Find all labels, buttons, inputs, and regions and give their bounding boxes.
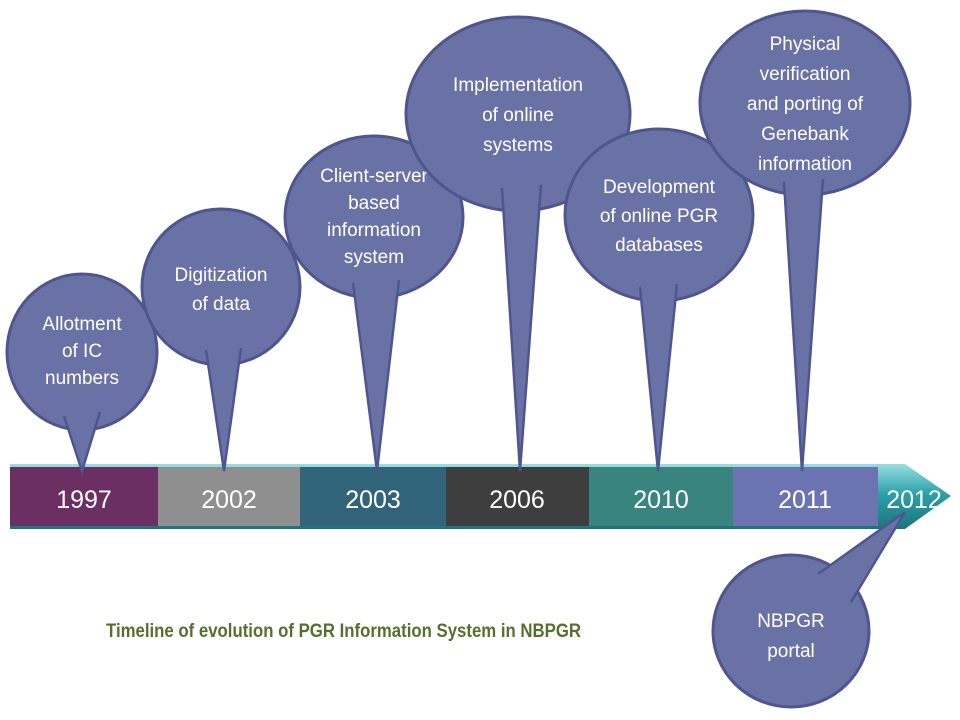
bubble-text-line: verification — [760, 64, 851, 85]
bubble-tail-pointer — [817, 510, 907, 603]
bubble-text-line: and porting of — [747, 94, 864, 115]
bubble-tail-pointer — [500, 184, 543, 472]
bubble-text-line: Allotment — [42, 314, 122, 335]
diagram-caption: Timeline of evolution of PGR Information… — [106, 621, 581, 642]
year-label-2011: 2011 — [778, 486, 832, 514]
bubble-text-line: Genebank — [761, 124, 849, 145]
bubble-text-line: system — [344, 247, 404, 268]
bubble-text-line: information — [327, 220, 421, 241]
bubble-text-line: systems — [483, 135, 553, 156]
year-label-2006: 2006 — [489, 486, 545, 514]
callout-bubble-physical-verification-genebank: Physical verification and porting of Gen… — [698, 9, 912, 472]
year-label-1997: 1997 — [56, 486, 112, 514]
bubble-text-line: NBPGR — [757, 611, 825, 632]
callout-bubble-nbpgr-portal: NBPGR portal — [711, 510, 907, 709]
timeline-segment-2003 — [300, 467, 446, 526]
bubble-tail-pointer — [351, 279, 401, 472]
bubble-text-line: information — [758, 154, 852, 175]
bubble-tail-pointer — [782, 178, 825, 472]
bubble-circle — [140, 207, 302, 367]
bubble-tail-pointer — [204, 347, 243, 472]
bubble-text-line: Development — [603, 177, 716, 198]
timeline-segment-2010 — [589, 467, 733, 526]
year-label-2002: 2002 — [201, 486, 257, 514]
year-label-2003: 2003 — [345, 486, 401, 514]
year-label-2012: 2012 — [886, 486, 942, 514]
bubble-text-line: numbers — [45, 368, 119, 389]
bubble-text-line: Implementation — [453, 75, 583, 96]
timeline-segment-2002 — [158, 467, 300, 526]
bubble-text-line: Physical — [770, 34, 841, 55]
bubble-text-line: of online PGR — [600, 206, 718, 227]
callout-bubble-client-server-system: Client-server based information system — [283, 134, 465, 472]
bubble-text-line: of online — [482, 105, 554, 126]
bubble-text-line: Client-server — [320, 166, 428, 187]
timeline-segment-2006 — [446, 467, 589, 526]
bubble-tail-pointer — [638, 283, 679, 472]
bubble-circle — [711, 553, 871, 709]
timeline-segment-1997 — [10, 467, 158, 526]
callout-bubble-online-pgr-databases: Development of online PGR databases — [563, 127, 755, 472]
callout-bubble-implementation-online-systems: Implementation of online systems — [404, 15, 632, 472]
bubble-tail-pointer — [62, 411, 102, 476]
bubble-text-line: of IC — [62, 341, 102, 362]
callout-bubble-digitization-of-data: Digitization of data — [140, 207, 302, 472]
year-label-2010: 2010 — [633, 486, 689, 514]
bubble-text-line: of data — [192, 294, 251, 315]
bubble-text-line: based — [348, 193, 400, 214]
callout-bubble-allotment-of-ic-numbers: Allotment of IC numbers — [5, 272, 159, 476]
bubble-text-line: databases — [615, 235, 703, 256]
timeline-segment-2011 — [733, 467, 878, 526]
timeline-bar: 1997 2002 2003 2006 2010 2011 2012 — [10, 464, 951, 529]
bubble-text-line: portal — [767, 641, 815, 662]
bubble-text-line: Digitization — [175, 265, 268, 286]
